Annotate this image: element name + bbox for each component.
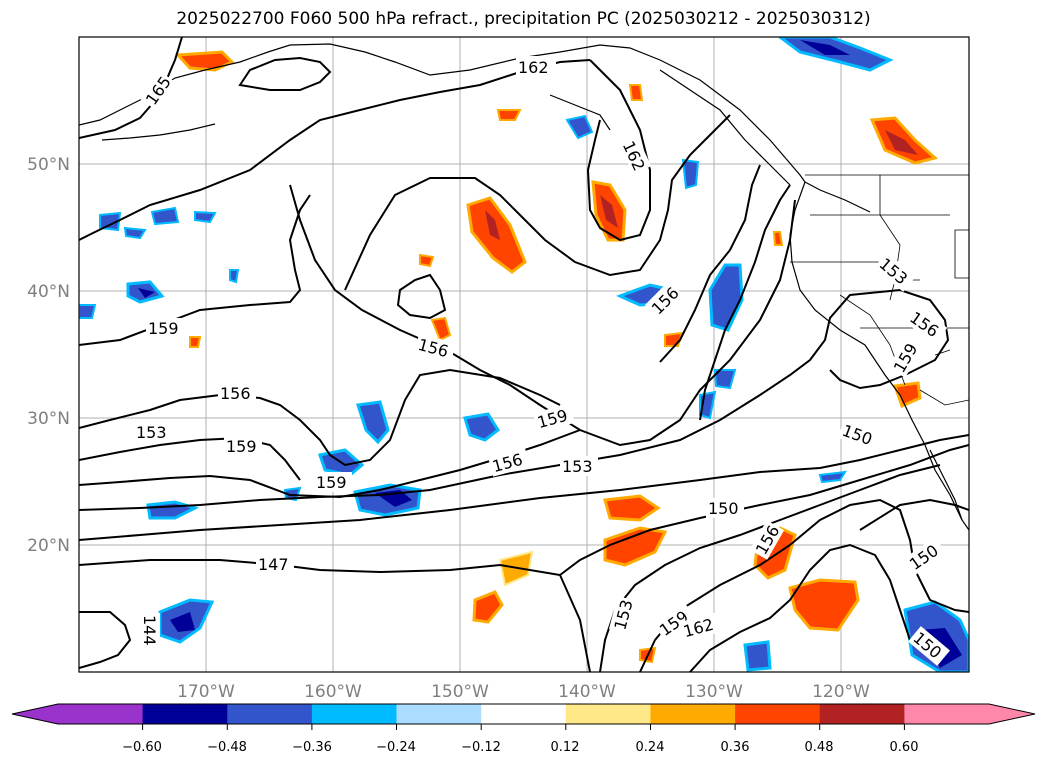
colorbar-segment bbox=[819, 704, 905, 724]
colorbar-segment bbox=[142, 704, 228, 724]
colorbar-tick-label: −0.36 bbox=[292, 740, 332, 755]
colorbar-segment bbox=[58, 704, 144, 724]
contour-label: 162 bbox=[518, 58, 549, 77]
lon-label: 130°W bbox=[685, 682, 743, 702]
precip-anomaly-fill bbox=[79, 37, 969, 672]
coastlines bbox=[79, 43, 969, 531]
colorbar-segment bbox=[311, 704, 397, 724]
colorbar-tick-label: 0.12 bbox=[551, 740, 580, 755]
graticule bbox=[79, 37, 969, 672]
colorbar-segment bbox=[481, 704, 567, 724]
political-borders bbox=[790, 174, 969, 406]
latitude-labels: 50°N 40°N 30°N 20°N bbox=[27, 155, 70, 556]
contour-label: 153 bbox=[562, 457, 593, 476]
map-layers bbox=[79, 37, 969, 672]
colorbar-tick-label: 0.48 bbox=[805, 740, 834, 755]
colorbar-segment bbox=[396, 704, 482, 724]
colorbar-tick-label: 0.36 bbox=[721, 740, 750, 755]
map-frame bbox=[78, 36, 970, 673]
contour-label: 156 bbox=[416, 335, 450, 361]
colorbar-tick-label: −0.48 bbox=[207, 740, 247, 755]
colorbar-segment bbox=[565, 704, 651, 724]
contour-label: 144 bbox=[140, 615, 159, 646]
colorbar-tick-label: 0.60 bbox=[890, 740, 919, 755]
colorbar-segment bbox=[650, 704, 736, 724]
chart-title: 2025022700 F060 500 hPa refract., precip… bbox=[176, 9, 871, 29]
colorbar-outline bbox=[11, 703, 1036, 725]
colorbar-tick-label: −0.24 bbox=[376, 740, 416, 755]
colorbar-tick-label: −0.12 bbox=[461, 740, 501, 755]
contour-label: 153 bbox=[610, 598, 636, 632]
contour-labels: 162 165 162 156 159 156 156 153 159 159 … bbox=[136, 58, 946, 663]
lat-label: 50°N bbox=[27, 155, 70, 175]
contour-label: 159 bbox=[535, 406, 569, 432]
colorbar-segment bbox=[735, 704, 821, 724]
contour-label: 147 bbox=[258, 555, 289, 574]
lon-label: 170°W bbox=[177, 682, 235, 702]
contour-label: 159 bbox=[148, 319, 179, 338]
lon-label: 120°W bbox=[812, 682, 870, 702]
contour-label: 150 bbox=[840, 421, 875, 449]
longitude-labels: 170°W 160°W 150°W 140°W 130°W 120°W bbox=[177, 682, 870, 702]
colorbar-extend-low bbox=[12, 704, 58, 724]
colorbar-tick-label: 0.24 bbox=[636, 740, 665, 755]
lat-label: 30°N bbox=[27, 409, 70, 429]
contour-label: 156 bbox=[220, 384, 251, 403]
colorbar: −0.60 −0.48 −0.36 −0.24 −0.12 0.12 0.24 … bbox=[11, 703, 1036, 755]
contour-label: 153 bbox=[136, 423, 167, 442]
colorbar-segment bbox=[904, 704, 990, 724]
lat-label: 20°N bbox=[27, 536, 70, 556]
lon-label: 160°W bbox=[304, 682, 362, 702]
lon-label: 140°W bbox=[558, 682, 616, 702]
colorbar-ticks bbox=[142, 724, 905, 730]
contour-label: 159 bbox=[316, 473, 347, 492]
contour-label: 150 bbox=[708, 499, 739, 518]
colorbar-segment bbox=[227, 704, 313, 724]
lat-label: 40°N bbox=[27, 282, 70, 302]
contour-label: 159 bbox=[226, 437, 257, 456]
lon-label: 150°W bbox=[431, 682, 489, 702]
colorbar-extend-high bbox=[989, 704, 1035, 724]
colorbar-tick-label: −0.60 bbox=[122, 740, 162, 755]
